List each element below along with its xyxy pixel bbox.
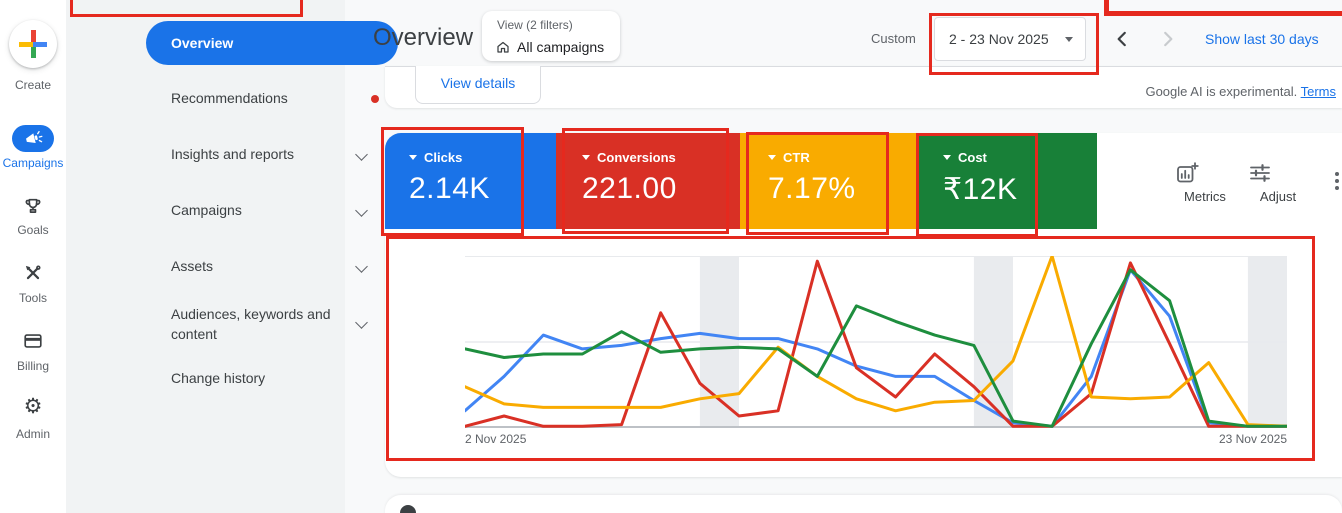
section-icon [400, 505, 416, 513]
recommendations-alert-dot [371, 95, 379, 103]
page-title: Overview [373, 24, 474, 51]
rail-item-campaigns[interactable] [12, 125, 54, 152]
billing-label: Billing [16, 359, 49, 373]
rail-item-admin[interactable]: ⚙ [22, 396, 44, 418]
sidebar-item-change-history[interactable]: Change history [171, 370, 265, 390]
adjust-button[interactable]: Adjust [1248, 161, 1308, 204]
cost-label: Cost [958, 150, 987, 165]
sidebar-item-recommendations[interactable]: Recommendations [171, 90, 288, 110]
clicks-label: Clicks [424, 150, 463, 165]
conversions-label: Conversions [597, 150, 676, 165]
admin-label: Admin [15, 427, 50, 441]
chevron-down-icon [943, 155, 951, 160]
metrics-label: Metrics [1184, 189, 1226, 204]
adjust-sliders-icon [1248, 161, 1308, 185]
trophy-icon [22, 196, 44, 218]
assets-label: Assets [171, 258, 214, 274]
sidebar-item-audiences-keywords-content[interactable]: Audiences, keywords and content [171, 304, 353, 344]
vertical-dots-icon [1331, 172, 1342, 190]
ctr-label: CTR [783, 150, 810, 165]
x-axis-end-label: 23 Nov 2025 [1218, 432, 1287, 446]
date-range-type-label: Custom [871, 31, 916, 46]
more-options-menu[interactable] [1331, 169, 1342, 193]
chevron-down-icon[interactable] [355, 148, 368, 161]
metrics-button[interactable]: Metrics [1175, 161, 1235, 204]
insights-label: Insights and reports [171, 146, 294, 162]
home-icon [495, 39, 511, 55]
audiences-label: Audiences, keywords and content [171, 306, 331, 342]
clicks-value: 2.14K [409, 172, 490, 205]
tools-icon [22, 262, 44, 284]
chevron-down-icon[interactable] [355, 204, 368, 217]
terms-link[interactable]: Terms [1300, 84, 1336, 99]
rail-item-billing[interactable] [22, 330, 44, 352]
previous-period-button[interactable] [1112, 29, 1132, 49]
metrics-chart-icon [1175, 161, 1235, 185]
view-filter-chip[interactable]: View (2 filters) All campaigns [482, 11, 620, 61]
show-last-30-days-link[interactable]: Show last 30 days [1205, 31, 1319, 47]
rail-item-goals[interactable] [22, 196, 44, 218]
view-details-button[interactable]: View details [415, 66, 541, 104]
chevron-down-icon [409, 155, 417, 160]
megaphone-icon [23, 129, 43, 149]
metric-card-ctr[interactable]: CTR 7.17% [740, 133, 918, 229]
gear-icon: ⚙ [23, 395, 43, 418]
metric-card-cost[interactable]: Cost ₹12K [918, 133, 1097, 229]
adjust-label: Adjust [1259, 189, 1297, 204]
chevron-down-icon[interactable] [355, 316, 368, 329]
cost-value: ₹12K [943, 173, 1018, 206]
annotation-box-top-right [1104, 0, 1342, 16]
metric-card-clicks[interactable]: Clicks 2.14K [385, 133, 556, 229]
create-button[interactable] [9, 20, 57, 68]
view-details-label: View details [440, 75, 516, 91]
date-range-value: 2 - 23 Nov 2025 [949, 31, 1049, 47]
tools-label: Tools [18, 291, 47, 305]
conversions-value: 221.00 [582, 172, 677, 205]
goals-label: Goals [17, 223, 49, 237]
icon-rail: Create Campaigns [0, 0, 66, 513]
next-period-button-disabled[interactable] [1158, 29, 1178, 49]
rail-item-tools[interactable] [22, 262, 44, 284]
campaigns-nav-label: Campaigns [171, 202, 242, 218]
recommendations-label: Recommendations [171, 90, 288, 106]
summary-card-bottom [385, 66, 1342, 108]
sidebar-item-overview[interactable]: Overview [146, 21, 398, 65]
all-campaigns-text: All campaigns [517, 39, 605, 55]
view-filters-text: View (2 filters) [497, 18, 573, 32]
ai-note-text: Google AI is experimental. [1145, 84, 1298, 99]
campaigns-nav-panel: Overview Recommendations Insights and re… [66, 0, 398, 513]
sidebar-item-campaigns[interactable]: Campaigns [171, 202, 242, 222]
create-label: Create [14, 78, 52, 92]
chevron-down-icon [768, 155, 776, 160]
metric-card-conversions[interactable]: Conversions 221.00 [556, 133, 740, 229]
chevron-down-icon[interactable] [355, 260, 368, 273]
sidebar-item-assets[interactable]: Assets [171, 258, 213, 278]
ai-experimental-note: Google AI is experimental. Terms [1020, 84, 1336, 99]
date-range-picker[interactable]: 2 - 23 Nov 2025 [934, 17, 1086, 61]
ctr-value: 7.17% [768, 172, 856, 205]
sidebar-item-insights-and-reports[interactable]: Insights and reports [171, 146, 294, 166]
change-history-label: Change history [171, 370, 266, 386]
campaigns-rail-label: Campaigns [2, 156, 64, 170]
next-section-card [385, 495, 1342, 513]
chevron-down-icon [1065, 37, 1073, 42]
chevron-down-icon [582, 155, 590, 160]
x-axis-start-label: 2 Nov 2025 [465, 432, 527, 446]
credit-card-icon [22, 330, 44, 352]
overview-nav-label: Overview [171, 35, 234, 51]
performance-line-chart[interactable] [465, 256, 1287, 428]
